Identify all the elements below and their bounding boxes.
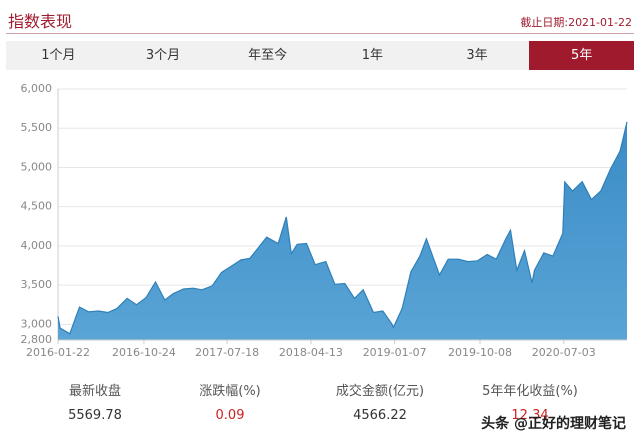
stat-value: 0.09 [215,408,245,423]
stat-value: 4566.22 [353,408,407,423]
stat-label: 5年年化收益(%) [482,384,578,399]
x-tick-label: 2020-07-03 [532,346,596,359]
as-of-date: 截止日期:2021-01-22 [520,16,632,29]
watermark: 头条 @正好的理财笔记 [481,416,626,432]
x-tick-label: 2016-10-24 [112,346,176,359]
x-tick-label: 2019-10-08 [448,346,512,359]
y-tick-label: 4,500 [21,200,53,213]
y-tick-label: 4,000 [21,239,53,252]
x-tick-label: 2018-04-13 [279,346,343,359]
area [58,121,627,341]
stat-value: 5569.78 [68,408,122,423]
tab[interactable]: 1个月 [41,48,76,63]
stat-label: 最新收盘 [68,384,121,399]
y-tick-label: 2,800 [21,333,53,346]
tab[interactable]: 3个月 [145,48,181,63]
y-tick-label: 3,500 [21,278,53,291]
divider [6,33,634,34]
tab-bar: 1个月 3个月 年至今 1年 3年 5年 [6,41,635,70]
tab[interactable]: 3年 [466,48,488,63]
x-tick-label: 2019-01-07 [363,346,427,359]
tab[interactable]: 5年 [529,41,635,70]
stat-value: 12.34 [511,408,549,423]
x-tick-label: 2017-07-18 [195,346,259,359]
y-tick-label: 5,000 [21,160,53,173]
title: 指数表现 [8,12,73,31]
y-tick-label: 3,000 [21,317,53,330]
stat-label: 成交金额(亿元) [335,384,425,399]
stat-label: 涨跌幅(%) [199,384,261,399]
stats: 最新收盘 5569.78 涨跌幅(%) 0.09 成交金额(亿元) 4566.22 5年年化… [0,380,640,440]
line [57,121,628,335]
tab[interactable]: 年至今 [248,48,288,63]
x-tick-label: 2016-01-22 [26,346,90,359]
y-tick-label: 5,500 [21,121,53,134]
tab[interactable]: 1年 [361,48,383,63]
chart: 2,800 3,000 3,500 4,000 4,500 5,000 5,500 6,000… [21,82,628,359]
y-tick-label: 6,000 [21,82,53,95]
